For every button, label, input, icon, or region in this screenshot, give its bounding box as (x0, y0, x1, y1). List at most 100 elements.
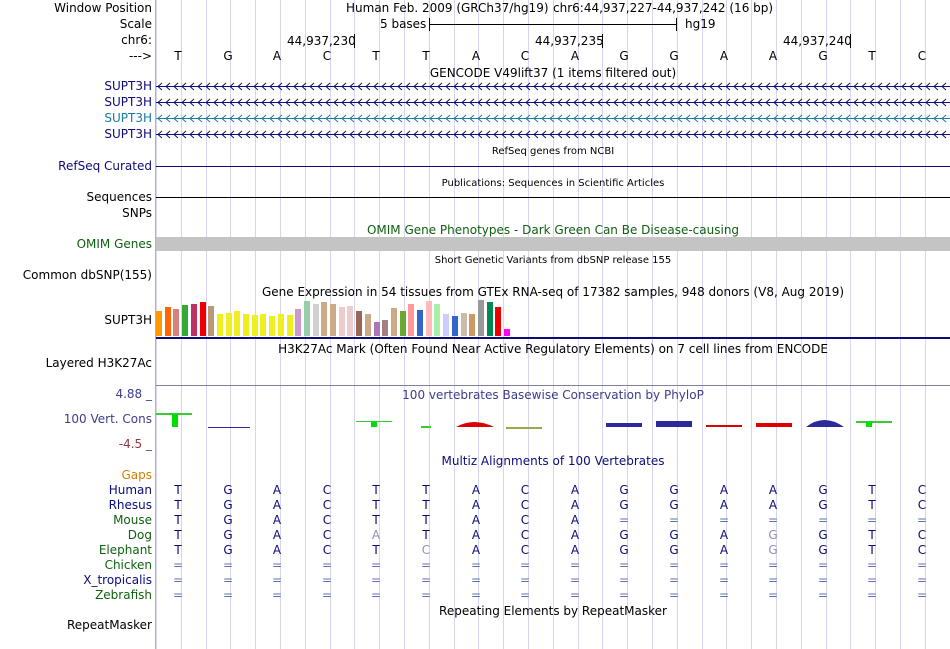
gtex-tissue-bar[interactable] (373, 322, 380, 336)
track-label-gene2[interactable]: SUPT3H (104, 95, 152, 109)
gene-model-supt3h[interactable] (156, 130, 950, 139)
gtex-tissue-bar[interactable] (277, 314, 284, 336)
track-label-sp_rhesus[interactable]: Rhesus (108, 498, 152, 512)
gtex-tissue-bar[interactable] (330, 304, 336, 336)
gtex-tissue-bar[interactable] (199, 302, 206, 336)
gtex-tissue-bar[interactable] (434, 304, 441, 336)
gtex-tissue-bar[interactable] (286, 315, 293, 336)
gtex-tissue-bar[interactable] (173, 309, 180, 336)
track-label-gene1[interactable]: SUPT3H (104, 79, 152, 93)
alignment-base-zebrafish: = (817, 588, 829, 602)
gridline (503, 0, 504, 649)
track-label-chr[interactable]: chr6: (121, 33, 152, 47)
gtex-tissue-bar[interactable] (225, 313, 232, 336)
gtex-tissue-bar[interactable] (477, 300, 484, 336)
gtex-tissue-bar[interactable] (269, 316, 276, 336)
track-label-scale[interactable]: Scale (119, 17, 152, 31)
phylop-letter-G (606, 423, 642, 427)
track-label-gene3[interactable]: SUPT3H (104, 111, 152, 125)
omim-gene-bar[interactable] (156, 237, 950, 251)
gtex-tissue-bar[interactable] (190, 304, 197, 336)
gtex-tissue-bar[interactable] (338, 307, 345, 336)
gtex-tissue-bar[interactable] (243, 314, 249, 336)
alignment-base-elephant: C (421, 543, 431, 557)
gtex-tissue-bar[interactable] (356, 311, 363, 336)
phylop-signal[interactable] (156, 405, 950, 435)
alignment-base-human: T (422, 483, 430, 497)
track-label-snps[interactable]: SNPs (122, 206, 152, 220)
track-label-refseq[interactable]: RefSeq Curated (58, 159, 152, 173)
gtex-tissue-bar[interactable] (417, 310, 423, 336)
track-label-window_position[interactable]: Window Position (54, 1, 152, 15)
gtex-tissue-bar[interactable] (390, 308, 397, 336)
gtex-tissue-bar[interactable] (208, 306, 215, 336)
track-label-sp_chicken[interactable]: Chicken (104, 558, 152, 572)
browser-track-area[interactable]: Human Feb. 2009 (GRCh37/hg19) chr6:44,93… (156, 0, 950, 649)
gene-model-supt3h[interactable] (156, 114, 950, 123)
gene-model-supt3h[interactable] (156, 82, 950, 91)
gtex-tissue-bar[interactable] (216, 314, 223, 336)
track-label-sp_xtrop[interactable]: X_tropicalis (83, 573, 152, 587)
alignment-base-human: A (272, 483, 282, 497)
phylop-segment (356, 421, 392, 422)
gtex-tissue-bar[interactable] (234, 311, 241, 336)
alignment-base-chicken: = (817, 558, 829, 572)
alignment-base-mouse: T (422, 513, 430, 527)
alignment-base-rhesus: G (619, 498, 629, 512)
sequences-line[interactable] (156, 197, 950, 198)
track-label-sequences[interactable]: Sequences (86, 190, 152, 204)
track-label-sp_elephant[interactable]: Elephant (98, 543, 152, 557)
gtex-tissue-bar[interactable] (451, 316, 458, 336)
gene-model-supt3h[interactable] (156, 98, 950, 107)
gtex-tissue-bar[interactable] (321, 302, 328, 336)
gtex-tissue-bar[interactable] (382, 320, 389, 336)
track-label-sp_mouse[interactable]: Mouse (113, 513, 152, 527)
track-label-strand[interactable]: ---> (128, 49, 152, 63)
track-label-repeatmasker[interactable]: RepeatMasker (66, 618, 152, 632)
gtex-tissue-bar[interactable] (156, 311, 162, 336)
gtex-tissue-bar[interactable] (443, 314, 450, 336)
gtex-tissue-bar[interactable] (347, 306, 354, 336)
alignment-base-zebrafish: = (618, 588, 630, 602)
gtex-tissue-bar[interactable] (295, 309, 302, 336)
alignment-base-dog: A (719, 528, 729, 542)
gtex-tissue-bar[interactable] (399, 311, 406, 336)
gtex-expression-bars[interactable] (156, 300, 950, 336)
alignment-base-zebrafish: = (668, 588, 680, 602)
gtex-tissue-bar[interactable] (486, 302, 493, 336)
gridline (702, 0, 703, 649)
track-label-phylop_max[interactable]: 4.88 _ (115, 387, 152, 401)
gtex-tissue-bar[interactable] (303, 301, 310, 336)
alignment-base-human: A (719, 483, 729, 497)
gridline (751, 0, 752, 649)
gtex-tissue-bar[interactable] (408, 304, 415, 336)
alignment-base-chicken: = (519, 558, 531, 572)
gtex-tissue-bar[interactable] (495, 307, 502, 336)
track-label-dbsnp[interactable]: Common dbSNP(155) (22, 268, 152, 282)
gtex-tissue-bar[interactable] (364, 314, 371, 336)
track-label-sp_dog[interactable]: Dog (127, 528, 152, 542)
gtex-tissue-bar[interactable] (312, 304, 319, 336)
track-label-h3k27ac[interactable]: Layered H3K27Ac (45, 356, 152, 370)
gtex-tissue-bar[interactable] (182, 305, 189, 336)
gtex-tissue-bar[interactable] (251, 315, 258, 336)
gtex-tissue-bar[interactable] (504, 329, 510, 336)
gtex-tissue-bar[interactable] (164, 307, 171, 336)
gtex-tissue-bar[interactable] (469, 314, 476, 336)
track-label-sp_human[interactable]: Human (108, 483, 152, 497)
refseq-gene-line[interactable] (156, 166, 950, 167)
track-label-gaps[interactable]: Gaps (121, 468, 152, 482)
gridline (801, 0, 802, 649)
alignment-base-elephant: A (471, 543, 481, 557)
reference-base: T (372, 49, 380, 63)
phylop-letter-A (756, 423, 792, 427)
gtex-tissue-bar[interactable] (425, 301, 432, 336)
track-label-phylop_min[interactable]: -4.5 _ (118, 437, 152, 451)
gtex-tissue-bar[interactable] (260, 314, 267, 336)
track-label-omim[interactable]: OMIM Genes (76, 237, 152, 251)
track-label-gtex[interactable]: SUPT3H (104, 313, 152, 327)
track-label-sp_zebrafish[interactable]: Zebrafish (95, 588, 152, 602)
track-label-gene4[interactable]: SUPT3H (104, 127, 152, 141)
track-label-phylop[interactable]: 100 Vert. Cons (63, 412, 152, 426)
gtex-tissue-bar[interactable] (460, 313, 467, 336)
